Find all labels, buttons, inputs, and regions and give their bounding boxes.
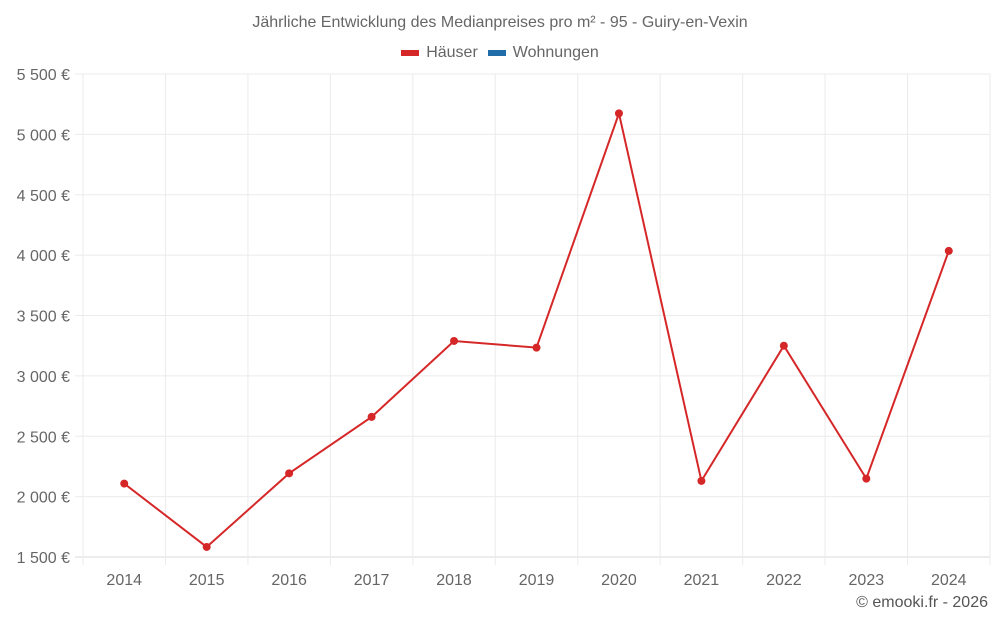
data-point[interactable] <box>862 474 871 483</box>
legend: Häuser Wohnungen <box>0 44 1000 62</box>
y-tick-label: 5 000 € <box>17 127 70 144</box>
data-point[interactable] <box>944 246 953 255</box>
data-point[interactable] <box>614 109 623 118</box>
x-tick-label: 2021 <box>684 572 720 589</box>
x-tick-label: 2018 <box>436 572 472 589</box>
y-tick-label: 1 500 € <box>17 550 70 567</box>
x-tick-label: 2019 <box>519 572 555 589</box>
legend-swatch-houses <box>401 50 420 56</box>
chart-title: Jährliche Entwicklung des Medianpreises … <box>252 14 748 31</box>
y-tick-label: 3 000 € <box>17 369 70 386</box>
data-point[interactable] <box>120 479 129 488</box>
y-tick-label: 4 500 € <box>17 188 70 205</box>
legend-item-apartments[interactable]: Wohnungen <box>487 44 599 62</box>
legend-label-apartments: Wohnungen <box>512 44 599 61</box>
x-tick-label: 2020 <box>601 572 637 589</box>
data-point[interactable] <box>367 412 376 421</box>
x-tick-label: 2014 <box>106 572 142 589</box>
data-point[interactable] <box>285 469 294 478</box>
credit-text: © emooki.fr - 2026 <box>856 594 988 611</box>
series-houses <box>120 109 953 551</box>
data-point[interactable] <box>697 476 706 485</box>
x-tick-label: 2015 <box>189 572 225 589</box>
data-point[interactable] <box>532 343 541 352</box>
y-tick-label: 4 000 € <box>17 248 70 265</box>
x-tick-label: 2024 <box>931 572 967 589</box>
y-tick-label: 5 500 € <box>17 67 70 84</box>
legend-swatch-apartments <box>487 50 506 56</box>
x-tick-label: 2017 <box>354 572 390 589</box>
y-tick-label: 2 500 € <box>17 429 70 446</box>
legend-item-houses[interactable]: Häuser <box>401 44 478 62</box>
y-tick-label: 2 000 € <box>17 490 70 507</box>
data-point[interactable] <box>779 341 788 350</box>
data-point[interactable] <box>202 542 211 551</box>
x-tick-label: 2022 <box>766 572 802 589</box>
legend-label-houses: Häuser <box>426 44 478 61</box>
gridlines <box>75 73 991 565</box>
x-tick-label: 2016 <box>271 572 307 589</box>
y-axis: 1 500 € 2 000 € 2 500 € 3 000 € 3 500 € 4 000… <box>17 67 70 567</box>
x-axis: 2014 2015 2016 2017 2018 2019 2020 2021 2022 2023… <box>106 572 966 589</box>
y-tick-label: 3 500 € <box>17 309 70 326</box>
data-point[interactable] <box>450 336 459 345</box>
x-tick-label: 2023 <box>849 572 885 589</box>
